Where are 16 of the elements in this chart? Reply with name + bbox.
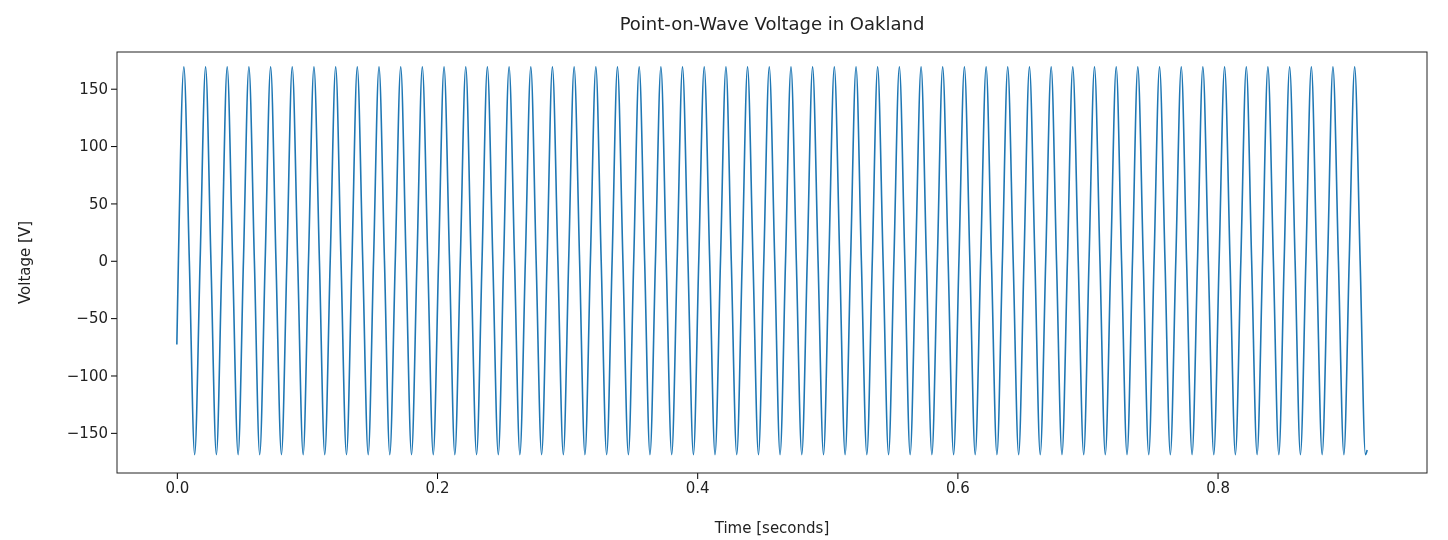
y-tick-label: −150	[66, 424, 108, 443]
y-tick-label: 0	[98, 252, 108, 271]
y-axis-title: Voltage [V]	[16, 221, 34, 304]
y-tick-label: 100	[79, 137, 108, 156]
x-tick-label: 0.0	[165, 478, 190, 497]
line-series	[176, 66, 1368, 456]
y-tick-label: −100	[66, 366, 108, 385]
x-tick-label: 0.2	[425, 478, 450, 497]
x-axis-title: Time [seconds]	[713, 519, 830, 537]
chart-title: Point-on-Wave Voltage in Oakland	[619, 13, 925, 34]
x-tick-label: 0.6	[945, 478, 970, 497]
x-tick-label: 0.8	[1206, 478, 1230, 497]
y-tick-label: 50	[88, 194, 108, 213]
y-tick-label: −50	[76, 309, 108, 328]
x-tick-label: 0.4	[685, 478, 710, 497]
y-tick-label: 150	[79, 80, 108, 99]
